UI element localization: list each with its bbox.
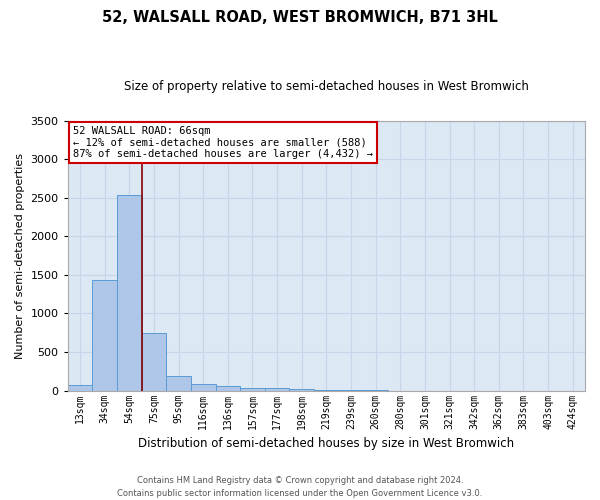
- Bar: [92, 280, 117, 390]
- Bar: [142, 333, 166, 390]
- Bar: [265, 388, 289, 390]
- Bar: [117, 196, 142, 390]
- Bar: [166, 376, 191, 390]
- Text: 52 WALSALL ROAD: 66sqm
← 12% of semi-detached houses are smaller (588)
87% of se: 52 WALSALL ROAD: 66sqm ← 12% of semi-det…: [73, 126, 373, 159]
- X-axis label: Distribution of semi-detached houses by size in West Bromwich: Distribution of semi-detached houses by …: [138, 437, 514, 450]
- Bar: [191, 384, 215, 390]
- Bar: [289, 389, 314, 390]
- Y-axis label: Number of semi-detached properties: Number of semi-detached properties: [15, 152, 25, 358]
- Text: Contains HM Land Registry data © Crown copyright and database right 2024.
Contai: Contains HM Land Registry data © Crown c…: [118, 476, 482, 498]
- Bar: [240, 388, 265, 390]
- Title: Size of property relative to semi-detached houses in West Bromwich: Size of property relative to semi-detach…: [124, 80, 529, 93]
- Bar: [68, 385, 92, 390]
- Text: 52, WALSALL ROAD, WEST BROMWICH, B71 3HL: 52, WALSALL ROAD, WEST BROMWICH, B71 3HL: [102, 10, 498, 25]
- Bar: [215, 386, 240, 390]
